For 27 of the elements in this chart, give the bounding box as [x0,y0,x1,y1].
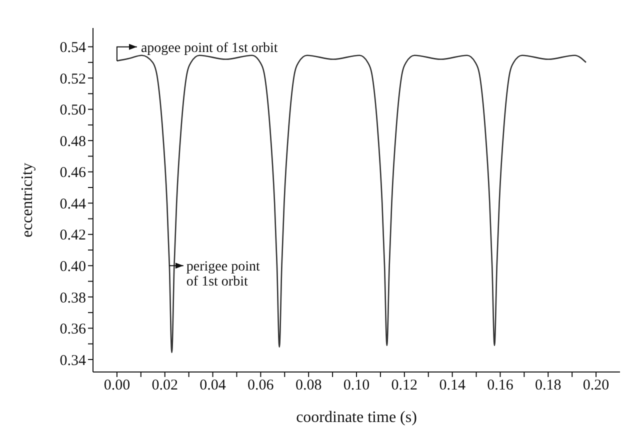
y-tick-label: 0.50 [60,102,86,119]
line-series [116,54,587,354]
x-tick-label: 0.06 [248,378,274,394]
x-tick-label: 0.10 [343,378,370,394]
y-tick-label: 0.46 [60,165,86,182]
y-tick-label: 0.54 [60,40,86,56]
y-axis-title: eccentricity [19,162,36,238]
x-tick-label: 0.16 [487,378,514,394]
x-tick-label: 0.18 [535,378,562,394]
x-tick-label: 0.12 [391,378,418,394]
y-tick-label: 0.40 [60,259,86,275]
annotation: apogee point of 1st orbit [140,40,278,56]
x-tick-label: 0.04 [200,378,226,394]
y-tick-label: 0.48 [60,134,86,150]
x-tick-label: 0.02 [152,378,178,394]
y-tick-label: 0.38 [60,290,86,306]
y-tick-label: 0.36 [60,322,86,338]
annotation: perigee point of 1st orbit [186,260,260,290]
y-tick-label: 0.34 [60,352,86,369]
y-tick-label: 0.44 [60,196,86,212]
y-tick-label: 0.42 [60,228,86,244]
x-tick-label: 0.20 [582,378,610,394]
x-tick-label: 0.14 [439,378,466,394]
x-tick-label: 0.00 [104,378,130,394]
x-tick-label: 0.08 [295,378,322,394]
y-tick-label: 0.52 [60,71,86,88]
x-axis-title: coordinate time (s) [296,409,417,426]
